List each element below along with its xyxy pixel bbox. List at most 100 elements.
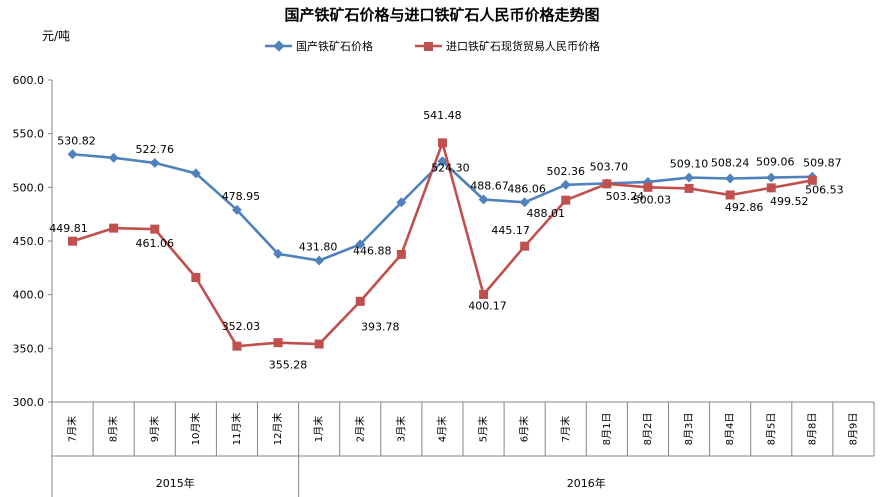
legend: 国产铁矿石价格 进口铁矿石现货贸易人民币价格 <box>265 39 600 53</box>
data-label-domestic: 509.87 <box>803 157 842 170</box>
legend-item-domestic: 国产铁矿石价格 <box>265 39 373 53</box>
data-label-domestic: 509.06 <box>756 156 795 169</box>
x-category-label: 7月末 <box>66 416 79 442</box>
data-point-diamond <box>190 168 201 179</box>
x-category-label: 11月末 <box>230 413 243 446</box>
x-category-label: 8月8日 <box>806 413 818 446</box>
y-tick-label: 350.0 <box>13 342 45 355</box>
x-category-label: 1月末 <box>312 416 325 442</box>
y-tick-label: 550.0 <box>13 128 45 141</box>
data-label-domestic: 446.88 <box>353 244 392 257</box>
x-category-label: 9月末 <box>148 416 161 442</box>
data-label-domestic: 478.95 <box>222 190 261 203</box>
data-point-square <box>643 182 653 192</box>
data-point-diamond <box>519 197 530 208</box>
chart-title: 国产铁矿石价格与进口铁矿石人民币价格走势图 <box>284 6 599 24</box>
year-label: 2016年 <box>567 476 606 490</box>
data-point-square <box>684 183 694 193</box>
data-point-diamond <box>314 255 325 266</box>
data-label-imported: 541.48 <box>423 109 462 122</box>
x-category-label: 8月4日 <box>724 413 736 446</box>
data-label-domestic: 524.30 <box>431 161 470 174</box>
data-point-square <box>396 249 406 259</box>
data-label-domestic: 488.67 <box>470 179 509 192</box>
y-axis-unit-label: 元/吨 <box>42 29 70 43</box>
data-point-square <box>766 183 776 193</box>
data-label-domestic: 502.36 <box>547 165 586 178</box>
data-point-square <box>355 296 365 306</box>
x-category-label: 2月末 <box>353 416 366 442</box>
data-label-imported: 355.28 <box>269 359 308 372</box>
data-label-domestic: 431.80 <box>299 241 338 254</box>
data-point-square <box>725 190 735 200</box>
year-label: 2015年 <box>156 476 195 490</box>
data-label-imported: 503.24 <box>606 190 645 203</box>
data-point-square <box>273 338 283 348</box>
data-label-imported: 352.03 <box>222 320 261 333</box>
axes: 300.0 350.0 400.0 450.0 500.0 550.0 600.0 7月末 8月… <box>13 74 875 497</box>
data-point-diamond <box>725 173 736 184</box>
data-point-square <box>561 195 571 205</box>
y-tick-label: 300.0 <box>13 396 45 409</box>
data-label-domestic: 508.24 <box>711 156 750 169</box>
y-tick-label: 600.0 <box>13 74 45 87</box>
data-point-square <box>437 138 447 148</box>
x-category-label: 3月末 <box>394 416 407 442</box>
data-label-imported: 488.01 <box>527 207 566 220</box>
y-tick-label: 500.0 <box>13 181 45 194</box>
legend-marker-domestic <box>273 40 285 52</box>
data-point-square <box>150 224 160 234</box>
data-label-imported: 499.52 <box>770 195 809 208</box>
legend-marker-imported <box>424 42 433 51</box>
data-point-diamond <box>396 197 407 208</box>
x-category-label: 8月5日 <box>765 413 777 446</box>
x-category-label: 10月末 <box>189 413 202 446</box>
x-category-label: 7月末 <box>559 416 572 442</box>
data-point-square <box>191 272 201 282</box>
x-category-label: 8月2日 <box>642 413 654 446</box>
data-point-square <box>479 289 489 299</box>
data-point-diamond <box>149 157 160 168</box>
data-point-diamond <box>232 204 242 215</box>
data-label-imported: 400.17 <box>468 299 507 312</box>
x-category-label: 8月9日 <box>847 413 859 446</box>
data-point-diamond <box>684 172 694 183</box>
data-label-imported: 492.86 <box>725 201 764 214</box>
data-label-imported: 449.81 <box>49 222 88 235</box>
data-label-imported: 445.17 <box>491 224 530 237</box>
x-category-label: 8月末 <box>107 416 120 442</box>
data-point-square <box>602 179 612 189</box>
legend-label-domestic: 国产铁矿石价格 <box>296 39 373 53</box>
data-point-diamond <box>108 152 119 163</box>
y-tick-label: 450.0 <box>13 235 45 248</box>
data-label-imported: 500.03 <box>633 193 672 206</box>
x-category-label: 12月末 <box>271 413 284 446</box>
x-category-label: 5月末 <box>477 416 490 442</box>
data-point-square <box>68 236 78 246</box>
x-category-label: 8月1日 <box>601 413 613 446</box>
x-category-label: 8月3日 <box>683 413 695 446</box>
y-tick-label: 400.0 <box>13 289 45 302</box>
data-point-diamond <box>355 239 366 250</box>
x-category-label: 4月末 <box>435 416 448 442</box>
data-point-diamond <box>273 248 283 259</box>
data-label-domestic: 522.76 <box>136 143 175 156</box>
legend-label-imported: 进口铁矿石现货贸易人民币价格 <box>446 39 600 53</box>
data-label-domestic: 503.70 <box>590 160 629 173</box>
data-label-imported: 506.53 <box>805 183 844 196</box>
data-point-diamond <box>560 179 571 190</box>
data-point-square <box>520 241 530 251</box>
data-label-imported: 393.78 <box>361 320 400 333</box>
data-point-diamond <box>67 149 78 160</box>
data-label-domestic: 486.06 <box>507 182 546 195</box>
x-category-label: 6月末 <box>518 416 531 442</box>
data-point-square <box>314 339 324 349</box>
data-label-imported: 461.06 <box>136 237 175 250</box>
data-point-diamond <box>478 194 489 205</box>
data-label-domestic: 530.82 <box>57 134 96 147</box>
series-layer <box>67 138 818 351</box>
data-point-square <box>807 175 817 185</box>
legend-item-imported: 进口铁矿石现货贸易人民币价格 <box>415 39 600 53</box>
